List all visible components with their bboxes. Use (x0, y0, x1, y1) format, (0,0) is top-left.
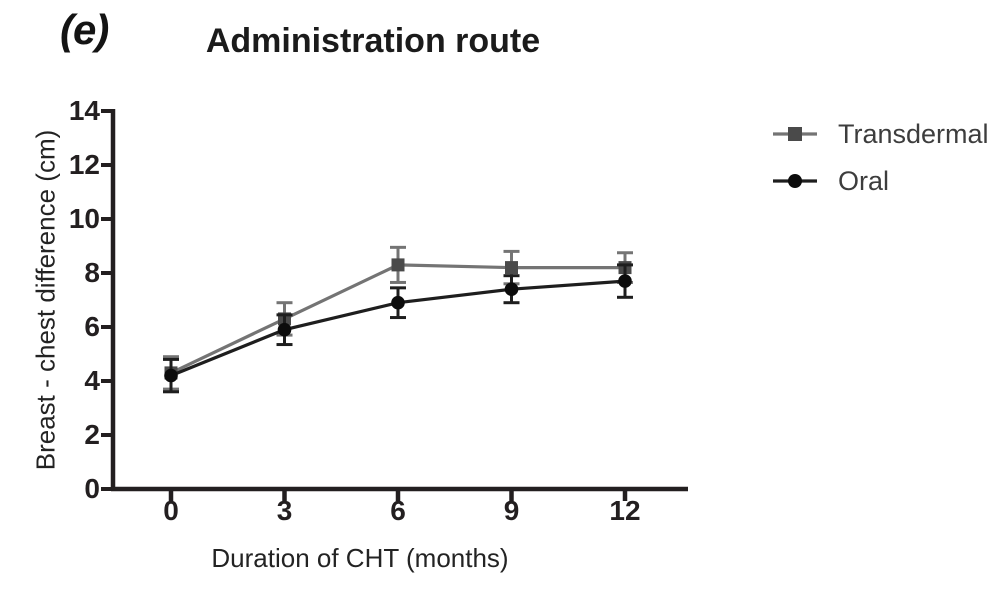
legend-label: Transdermal (838, 118, 989, 149)
circle-marker (391, 295, 405, 310)
circle-marker (618, 274, 632, 288)
panel-label: (e) (60, 6, 109, 53)
y-tick-label: 0 (84, 473, 100, 504)
circle-marker (164, 368, 178, 383)
circle-legend-marker-icon (773, 174, 817, 188)
y-tick-label: 14 (68, 95, 100, 126)
y-tick-label: 8 (84, 257, 100, 288)
legend: Transdermal Oral (772, 118, 989, 214)
chart-title: Administration route (205, 22, 541, 60)
y-tick-label: 2 (84, 419, 100, 450)
x-tick-label: 3 (276, 495, 293, 526)
x-tick-label: 6 (390, 495, 406, 526)
legend-entry-transdermal: Transdermal (772, 118, 989, 149)
x-tick-label: 0 (163, 495, 179, 526)
legend-label: Oral (838, 165, 890, 196)
legend-entry-oral: Oral (772, 165, 989, 196)
x-tick-label: 12 (609, 495, 641, 526)
x-axis-label: Duration of CHT (months) (211, 543, 509, 573)
circle-marker (277, 322, 292, 337)
square-legend-marker-icon (773, 127, 817, 141)
y-tick-label: 6 (84, 311, 100, 342)
y-tick-label: 4 (84, 365, 100, 396)
square-marker (391, 258, 405, 272)
square-marker (505, 261, 518, 275)
y-tick-label: 10 (68, 203, 100, 234)
y-tick-label: 12 (68, 149, 100, 180)
x-tick-label: 9 (503, 495, 520, 526)
circle-marker (504, 282, 519, 297)
